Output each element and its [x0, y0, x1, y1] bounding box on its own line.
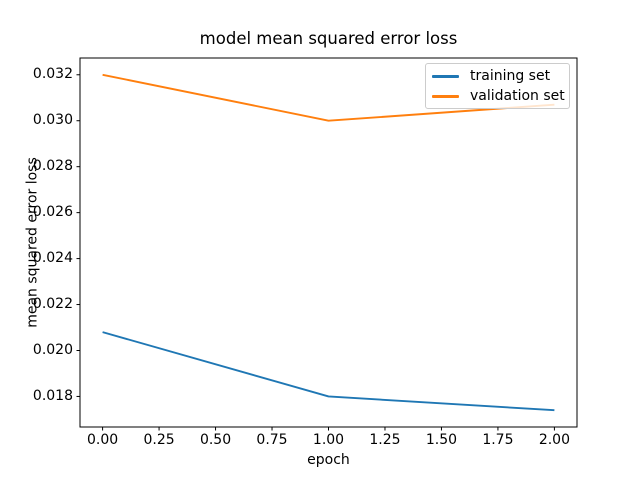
series-line-validation-set [102, 73, 555, 122]
y-tick-label: 0.030 [32, 112, 73, 129]
x-tick-label: 0.25 [143, 432, 175, 448]
x-axis-label: epoch [307, 452, 350, 468]
legend-label: training set [470, 68, 551, 84]
legend-entry-validation-set: validation set [432, 86, 565, 106]
y-tick-label: 0.018 [32, 387, 73, 404]
x-tick-label: 1.00 [312, 432, 345, 448]
validation-set-line-swatch [432, 94, 459, 98]
legend-entry-training-set: training set [432, 66, 561, 86]
y-tick-label: 0.028 [32, 158, 73, 175]
x-tick-label: 0.00 [86, 432, 119, 448]
x-tick-label: 0.50 [199, 432, 232, 448]
chart-title: model mean squared error loss [199, 29, 458, 48]
y-axis-label: mean squared error loss [24, 157, 41, 328]
legend: training set validation set [425, 63, 570, 109]
y-tick-label: 0.026 [32, 204, 73, 221]
x-tick-label: 2.00 [538, 432, 570, 448]
x-tick-label: 1.50 [425, 432, 458, 448]
y-tick-label: 0.020 [32, 341, 73, 358]
series-line-training-set [102, 331, 555, 412]
y-tick-label: 0.022 [32, 296, 73, 313]
legend-label: validation set [470, 88, 565, 104]
y-tick-label: 0.032 [32, 66, 73, 83]
training-set-line-swatch [432, 74, 459, 78]
x-tick-label: 0.75 [256, 432, 288, 448]
axes-frame [79, 57, 578, 428]
x-tick-label: 1.75 [482, 432, 514, 448]
x-tick-label: 1.25 [369, 432, 401, 448]
y-tick-label: 0.024 [32, 250, 73, 267]
